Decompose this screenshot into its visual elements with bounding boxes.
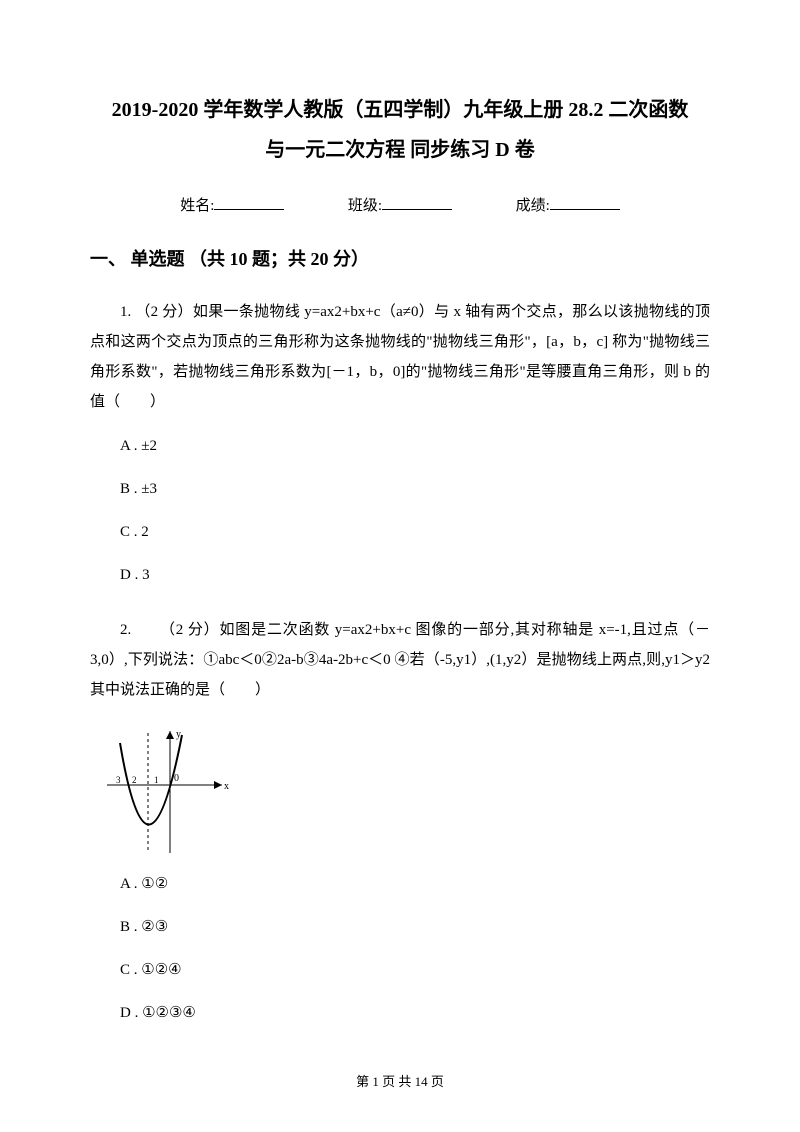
origin-label: 0 <box>174 773 179 784</box>
class-label: 班级: <box>348 198 382 214</box>
tick-neg1: 1 <box>154 775 159 785</box>
name-blank <box>214 196 284 210</box>
q1-option-d: D . 3 <box>90 562 710 589</box>
x-arrow-icon <box>214 781 222 789</box>
page-footer: 第 1 页 共 14 页 <box>0 1071 800 1090</box>
y-arrow-icon <box>166 731 174 739</box>
q2-option-b: B . ②③ <box>90 914 710 941</box>
title-line-1: 2019-2020 学年数学人教版（五四学制）九年级上册 28.2 二次函数 <box>90 90 710 130</box>
tick-neg2: 2 <box>132 775 137 785</box>
parabola-curve <box>120 735 182 825</box>
form-row: 姓名: 班级: 成绩: <box>90 194 710 215</box>
question-1: 1. （2 分）如果一条抛物线 y=ax2+bx+c（a≠0）与 x 轴有两个交… <box>90 297 710 417</box>
class-blank <box>382 196 452 210</box>
question-2: 2. （2 分）如图是二次函数 y=ax2+bx+c 图像的一部分,其对称轴是 … <box>90 615 710 705</box>
section-1-header: 一、 单选题 （共 10 题；共 20 分） <box>90 245 710 271</box>
tick-neg3: 3 <box>116 775 121 785</box>
x-label: x <box>224 781 229 792</box>
q2-option-a: A . ①② <box>90 871 710 898</box>
parabola-graph: x y 0 3 2 1 <box>102 725 232 855</box>
q2-option-c: C . ①②④ <box>90 957 710 984</box>
q1-option-c: C . 2 <box>90 519 710 546</box>
q1-option-b: B . ±3 <box>90 476 710 503</box>
q1-option-a: A . ±2 <box>90 433 710 460</box>
score-blank <box>550 196 620 210</box>
y-label: y <box>176 729 181 740</box>
title-line-2: 与一元二次方程 同步练习 D 卷 <box>90 130 710 170</box>
score-label: 成绩: <box>516 198 550 214</box>
name-label: 姓名: <box>180 198 214 214</box>
q2-option-d: D . ①②③④ <box>90 1000 710 1027</box>
